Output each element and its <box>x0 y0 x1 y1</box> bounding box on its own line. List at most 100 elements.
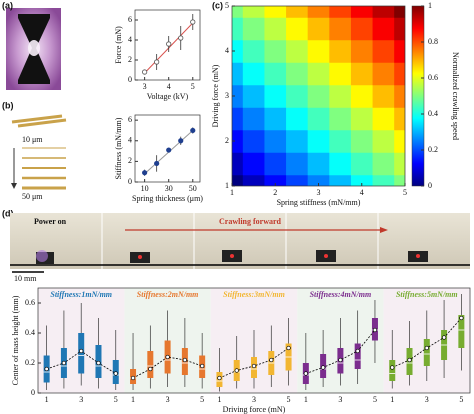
group-label: Stiffness:3mN/mm <box>223 290 285 299</box>
heatmap-cell <box>307 6 330 18</box>
y-axis-label: Center of mass height (mm) <box>11 295 20 385</box>
heatmap-cell <box>264 17 287 41</box>
robots <box>36 250 428 264</box>
heatmap-cell <box>394 174 405 186</box>
heatmap-cell <box>350 17 374 41</box>
y-tick-label: 4 <box>225 46 229 55</box>
x-tick-label: 3 <box>338 395 342 404</box>
heatmap-cells <box>232 6 405 186</box>
heatmap-cell <box>232 174 244 186</box>
heatmap-cell <box>329 84 352 108</box>
x-tick-label: 1 <box>390 395 394 404</box>
heatmap-cell <box>232 39 244 63</box>
heatmap-cell <box>242 174 265 186</box>
y-tick-label: 0 <box>31 388 35 397</box>
colorbar-tick-label: 0.2 <box>428 145 438 154</box>
x-tick-label: 1 <box>217 395 221 404</box>
heatmap-cell <box>264 84 287 108</box>
plot-frame <box>134 9 201 81</box>
x-tick-label: 5 <box>287 395 291 404</box>
heatmap-cell <box>329 129 352 153</box>
y-tick-label: 3 <box>225 91 229 100</box>
data-point <box>166 147 172 153</box>
colorbar <box>411 5 425 187</box>
colorbar-tick-label: 0 <box>428 181 432 190</box>
y-tick-label: 0.6 <box>25 298 35 307</box>
crawl-arrow-head <box>380 227 388 233</box>
heatmap-cell <box>286 107 309 131</box>
scale-label: 10 mm <box>14 274 37 283</box>
heatmap-cell <box>307 84 330 108</box>
heatmap-cell <box>286 174 309 186</box>
x-tick-label: 3 <box>317 188 321 197</box>
mean-point <box>130 375 136 381</box>
mean-point <box>148 366 153 372</box>
heatmap-cell <box>286 6 309 18</box>
heatmap-cell <box>372 84 395 108</box>
mean-point <box>251 363 257 369</box>
heatmap-cell <box>394 39 405 63</box>
x-tick-label: 5 <box>373 395 377 404</box>
y-tick-label: 0.4 <box>25 328 35 337</box>
frame-separators <box>101 213 379 269</box>
heatmap-cell <box>394 152 405 176</box>
heatmap-cell <box>242 6 265 18</box>
arrow-head <box>11 183 17 189</box>
data-point <box>178 35 184 41</box>
y-tick-label: 2 <box>225 136 229 145</box>
heatmap-cell <box>232 107 244 131</box>
box <box>78 333 85 374</box>
x-axis-label: Driving force (mN) <box>223 405 286 414</box>
y-tick-label: 0 <box>128 177 132 186</box>
heatmap-cell <box>394 84 405 108</box>
heatmap-cell <box>350 129 374 153</box>
heatmap-cell <box>350 174 374 186</box>
heatmap-cell <box>394 129 405 153</box>
heatmap-cell <box>232 129 244 153</box>
data-point <box>166 41 172 47</box>
mean-point <box>113 371 118 376</box>
mean-point <box>355 348 360 354</box>
heatmap-cell <box>329 174 352 186</box>
heatmap-cell <box>350 84 374 108</box>
heatmap-cell <box>329 62 352 86</box>
group-label: Stiffness:4mN/mm <box>310 290 372 299</box>
plot-frame <box>231 5 406 187</box>
mean-point <box>61 360 67 366</box>
x-tick-label: 1 <box>230 188 234 197</box>
heatmap-cell <box>350 6 374 18</box>
group-label: Stiffness:1mN/mm <box>50 290 112 299</box>
heatmap-cell <box>264 39 287 63</box>
heatmap-cell <box>372 17 395 41</box>
x-tick-label: 5 <box>114 395 118 404</box>
heatmap-cell <box>372 107 395 131</box>
y-tick-label: 5 <box>225 1 229 10</box>
colorbar-tick-label: 0.8 <box>428 37 438 46</box>
mean-point <box>424 345 429 351</box>
mean-point <box>44 366 49 372</box>
colorbar-tick-label: 0.6 <box>428 73 438 82</box>
heatmap-cell <box>286 62 309 86</box>
heatmap-cell <box>242 17 265 41</box>
heatmap-cell <box>307 39 330 63</box>
heatmap-cell <box>307 152 330 176</box>
heatmap-cell <box>232 6 244 18</box>
mean-point <box>390 365 395 370</box>
y-tick-label: 2 <box>128 156 132 165</box>
data-point <box>154 160 160 167</box>
colorbar-tick-label: 0.4 <box>428 109 438 118</box>
mean-point <box>372 327 378 333</box>
heatmap-cell <box>372 174 395 186</box>
box <box>354 343 361 369</box>
thickness-label: 10 μm <box>22 135 43 144</box>
panel-label: (c) <box>212 0 223 10</box>
data-point <box>142 170 148 176</box>
y-tick-label: 2 <box>128 55 132 64</box>
group-label: Stiffness:2mN/mm <box>137 290 199 299</box>
heatmap-cell <box>242 39 265 63</box>
heatmap-cell <box>329 6 352 18</box>
heatmap-cell <box>307 129 330 153</box>
x-tick-label: 1 <box>45 395 49 404</box>
mean-point <box>320 365 326 370</box>
heatmap-cell <box>242 152 265 176</box>
